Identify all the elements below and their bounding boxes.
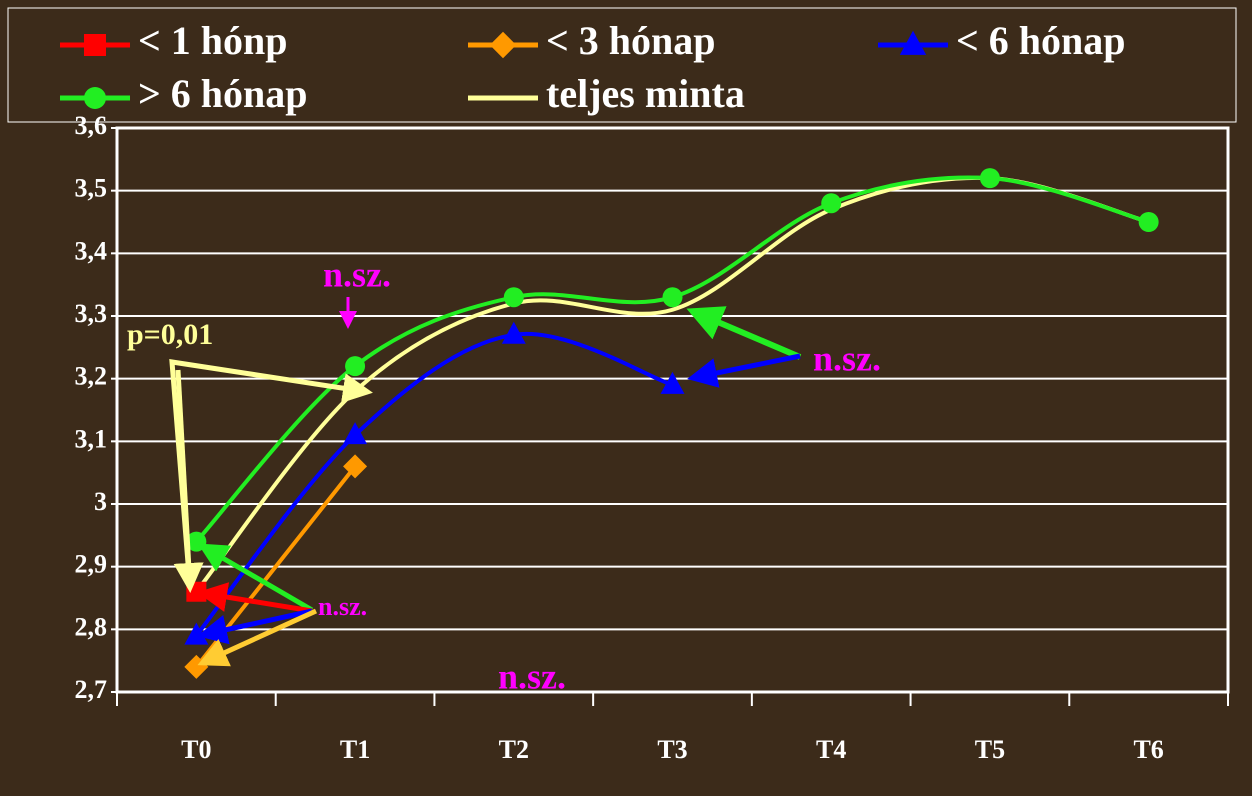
arrow	[169, 359, 373, 589]
legend-label: teljes minta	[546, 71, 745, 116]
marker	[503, 287, 524, 308]
annotation: n.sz.	[498, 656, 566, 696]
annotation: n.sz.	[318, 592, 367, 621]
annotation: p=0,01	[127, 318, 213, 351]
legend-label: > 6 hónap	[138, 71, 308, 116]
arrow	[686, 306, 802, 360]
marker	[84, 87, 106, 109]
marker	[1138, 212, 1159, 232]
y-tick-label: 3,3	[75, 299, 108, 328]
series-line	[194, 331, 674, 637]
marker	[979, 168, 1000, 189]
y-tick-label: 3,5	[75, 174, 108, 203]
y-tick-label: 3	[94, 487, 107, 516]
annotation-arrows	[169, 297, 802, 667]
legend-label: < 1 hónp	[138, 18, 288, 63]
marker	[343, 422, 368, 445]
x-tick-label: T5	[975, 735, 1005, 764]
marker	[345, 356, 366, 377]
plot-area	[111, 126, 1230, 706]
x-tick-label: T3	[657, 735, 687, 764]
legend-label: < 3 hónap	[546, 18, 716, 63]
arrow	[687, 353, 801, 388]
marker	[84, 34, 106, 56]
legend-box	[7, 7, 1237, 123]
y-tick-label: 2,7	[75, 675, 108, 704]
arrow	[197, 543, 314, 613]
annotation: n.sz.	[323, 254, 391, 294]
arrow	[197, 582, 313, 614]
legend-label: < 6 hónap	[956, 18, 1126, 63]
marker	[821, 193, 842, 214]
x-tick-label: T0	[181, 735, 211, 764]
y-tick-label: 3,2	[75, 362, 108, 391]
marker	[343, 454, 368, 479]
x-tick-label: T2	[499, 735, 529, 764]
marker	[662, 287, 683, 308]
marker	[899, 30, 927, 55]
y-tick-label: 3,1	[75, 424, 108, 453]
annotation: n.sz.	[813, 338, 881, 378]
y-tick-label: 2,9	[75, 550, 108, 579]
arrow	[197, 608, 313, 645]
arrow	[197, 608, 318, 667]
marker	[660, 371, 685, 394]
x-tick-label: T6	[1133, 735, 1163, 764]
x-tick-label: T4	[816, 735, 846, 764]
y-tick-label: 3,4	[75, 236, 108, 265]
marker	[501, 321, 526, 344]
plot-border	[115, 126, 1230, 694]
y-tick-label: 3,6	[75, 111, 108, 140]
arrow	[173, 369, 204, 593]
y-tick-label: 2,8	[75, 612, 108, 641]
x-tick-label: T1	[340, 735, 370, 764]
marker	[489, 31, 517, 59]
